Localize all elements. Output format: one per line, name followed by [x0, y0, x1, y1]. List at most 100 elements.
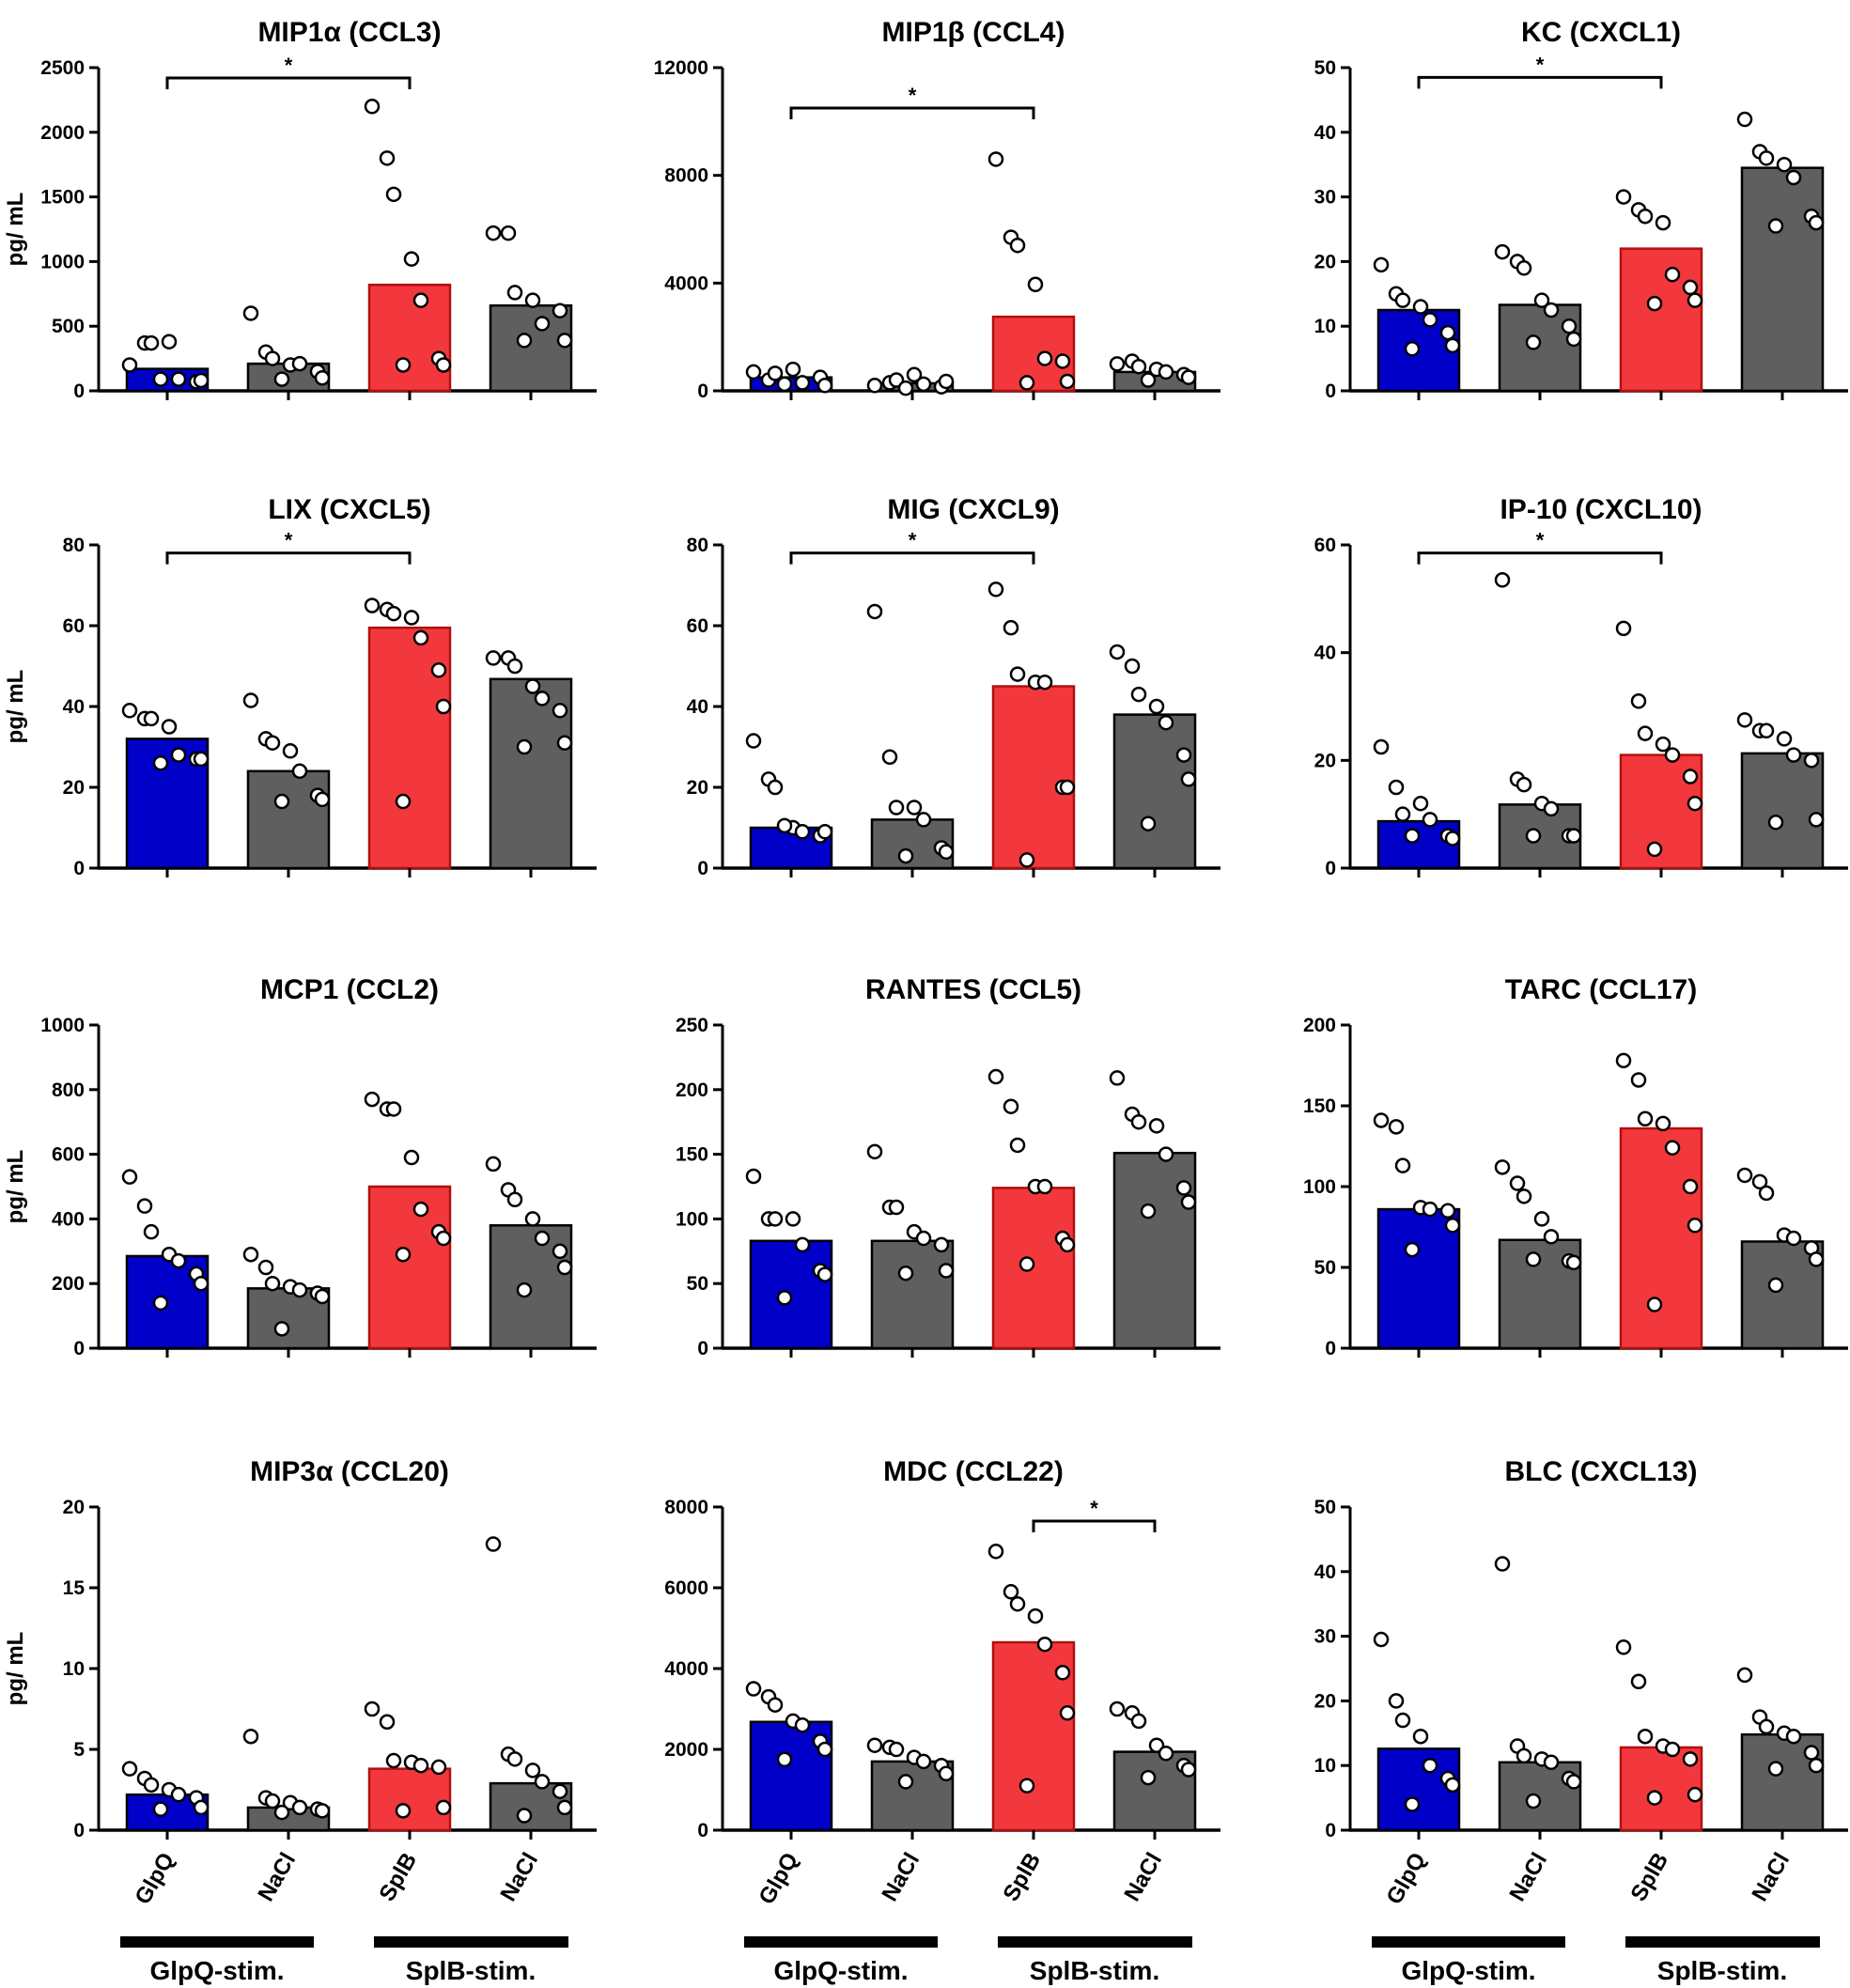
data-point — [1158, 1146, 1174, 1162]
y-tick-label: 8000 — [664, 165, 708, 187]
data-point — [1124, 658, 1141, 675]
data-point — [485, 225, 502, 241]
data-point — [1687, 795, 1703, 812]
data-point — [1140, 815, 1157, 831]
panel-title: RANTES (CCL5) — [865, 974, 1081, 1005]
panel-9: MIP3α (CCL20) pg/ mL 0 5 10 15 20 GlpQ NaCl SplB N… — [3, 1456, 597, 1985]
y-tick-label: 800 — [52, 1079, 85, 1101]
panel-title: MIG (CXCL9) — [887, 494, 1059, 525]
data-point — [1494, 243, 1511, 260]
data-point — [395, 357, 412, 373]
data-point — [1009, 1595, 1026, 1612]
data-point — [1565, 828, 1582, 844]
data-point — [1776, 156, 1793, 173]
data-point — [403, 251, 420, 267]
data-point — [1736, 712, 1753, 728]
data-point — [1664, 1741, 1681, 1758]
y-tick-label: 30 — [1314, 1626, 1336, 1648]
group-bar-glpq — [1372, 1936, 1565, 1948]
y-tick-label: 12000 — [654, 57, 708, 79]
data-point — [1444, 1218, 1461, 1234]
data-point — [1175, 1180, 1192, 1196]
data-point — [1018, 1778, 1035, 1794]
data-point — [1394, 292, 1411, 308]
y-tick-label: 80 — [687, 535, 708, 556]
data-point — [776, 1290, 793, 1306]
data-point — [915, 1753, 932, 1770]
data-point — [1140, 372, 1157, 388]
data-point — [273, 1804, 290, 1821]
data-point — [170, 1252, 187, 1269]
data-point — [897, 380, 914, 396]
bar-nacl — [246, 769, 331, 870]
data-point — [1808, 214, 1825, 231]
data-point — [1682, 279, 1699, 296]
group-bar-splb — [374, 1936, 568, 1948]
data-point — [552, 1783, 568, 1799]
data-point — [1758, 1185, 1775, 1202]
data-point — [866, 378, 883, 394]
data-point — [1444, 337, 1461, 354]
data-point — [816, 378, 833, 394]
data-point — [776, 376, 793, 393]
panel-0: MIP1α (CCL3) pg/ mL 0 500 1000 1500 2000 2500 * — [3, 17, 597, 402]
data-point — [291, 355, 308, 372]
y-tick-label: 15 — [63, 1577, 86, 1599]
panel-7: RANTES (CCL5) 0 50 100 150 200 250 — [676, 974, 1220, 1359]
data-point — [291, 1799, 308, 1816]
group-label-glpq: GlpQ-stim. — [1401, 1956, 1535, 1985]
data-point — [121, 357, 138, 373]
data-point — [1422, 312, 1438, 328]
y-tick-label: 60 — [687, 615, 708, 637]
bar-splb — [1619, 247, 1703, 393]
data-point — [1180, 369, 1197, 385]
data-point — [794, 1236, 811, 1253]
panel-title: TARC (CCL17) — [1505, 974, 1697, 1005]
data-point — [506, 658, 523, 675]
data-point — [403, 610, 420, 626]
data-point — [1516, 1188, 1532, 1204]
data-point — [1630, 1673, 1647, 1690]
bar-glpq — [1376, 1207, 1461, 1350]
data-point — [1776, 731, 1793, 747]
bar-nacl — [1498, 303, 1582, 393]
data-point — [1664, 1140, 1681, 1156]
y-axis-label: pg/ mL — [3, 1632, 28, 1706]
data-point — [1736, 1167, 1753, 1184]
y-tick-label: 4000 — [664, 272, 708, 294]
panel-title: MDC (CCL22) — [883, 1456, 1064, 1487]
bar-splb — [367, 1767, 452, 1832]
data-point — [1637, 208, 1654, 225]
data-point — [1646, 295, 1663, 312]
y-tick-label: 30 — [1314, 187, 1336, 209]
y-tick-label: 1000 — [40, 1015, 85, 1036]
data-point — [435, 698, 452, 715]
data-point — [987, 1544, 1004, 1560]
data-point — [395, 1246, 412, 1263]
y-axis-label: pg/ mL — [3, 1150, 28, 1224]
data-point — [1412, 1728, 1429, 1745]
category-label: NaCl — [1504, 1849, 1552, 1906]
data-point — [938, 844, 955, 861]
data-point — [816, 1741, 833, 1758]
y-tick-label: 2000 — [40, 122, 85, 144]
group-bar-splb — [998, 1936, 1192, 1948]
data-point — [1130, 686, 1147, 703]
data-point — [161, 719, 178, 735]
bar-splb — [367, 283, 452, 393]
data-point — [1404, 341, 1421, 357]
data-point — [1615, 189, 1632, 205]
data-point — [524, 678, 541, 694]
data-point — [516, 333, 533, 349]
data-point — [1394, 1157, 1411, 1173]
data-point — [1543, 1229, 1560, 1245]
data-point — [524, 292, 541, 308]
data-point — [1003, 619, 1019, 636]
y-tick-label: 0 — [73, 1820, 85, 1841]
y-tick-label: 200 — [1303, 1015, 1336, 1036]
data-point — [242, 1246, 259, 1263]
panel-title: IP-10 (CXCL10) — [1500, 494, 1702, 525]
y-axis-label: pg/ mL — [3, 193, 28, 267]
data-point — [1646, 1790, 1663, 1806]
